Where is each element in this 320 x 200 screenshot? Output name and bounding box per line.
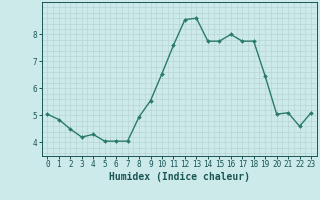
X-axis label: Humidex (Indice chaleur): Humidex (Indice chaleur) [109, 172, 250, 182]
